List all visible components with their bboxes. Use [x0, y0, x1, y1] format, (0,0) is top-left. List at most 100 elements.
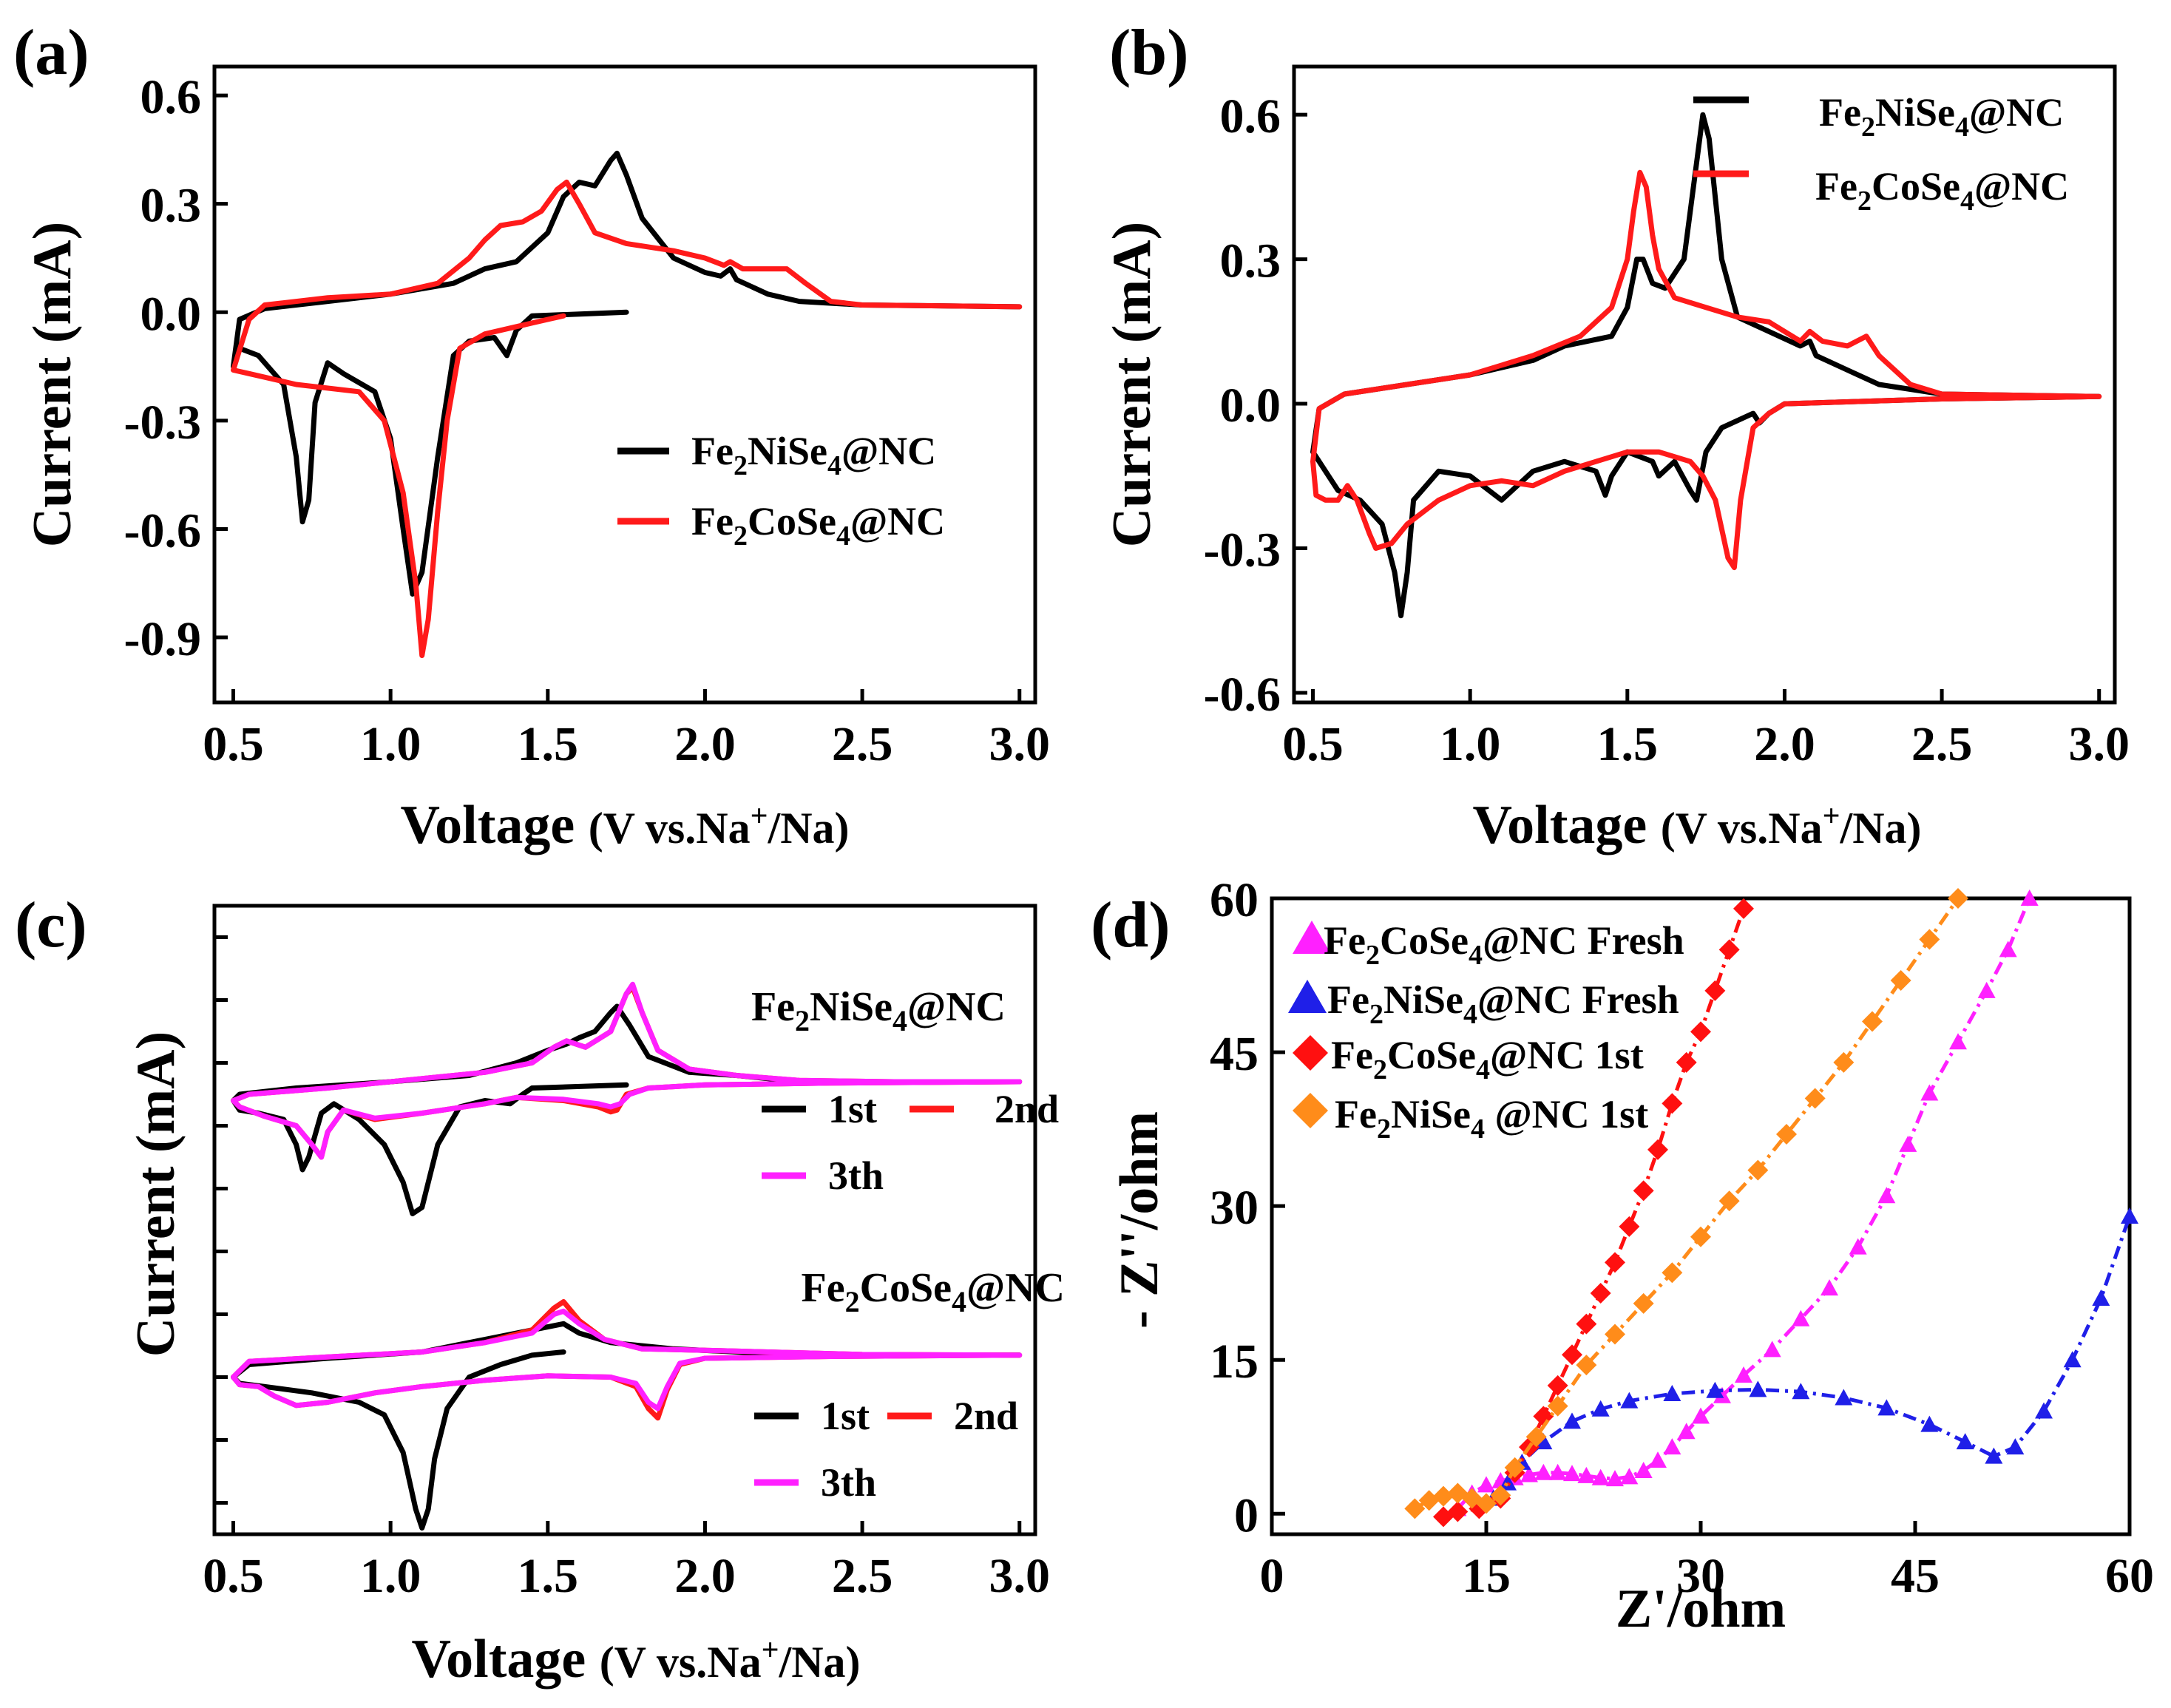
data-point — [2092, 1289, 2110, 1306]
data-point — [1735, 1366, 1752, 1383]
y-tick-label: 0.0 — [1220, 379, 1281, 433]
data-point — [1662, 1093, 1683, 1114]
y-tick-label: 60 — [1210, 873, 1259, 927]
legend-label-3: Fe2NiSe4 @NC 1st — [1335, 1092, 1648, 1145]
data-point — [1704, 980, 1726, 1001]
data-point — [1920, 1415, 1939, 1432]
data-point — [1605, 1324, 1625, 1345]
series-line-a-1 — [231, 179, 1023, 658]
y-tick-label: -0.3 — [124, 396, 201, 450]
data-point — [1633, 1292, 1654, 1314]
xlabel-end: /Na) — [1840, 804, 1922, 853]
data-point — [1634, 1462, 1653, 1478]
panel-a-legend: Fe2NiSe4@NC Fe2CoSe4@NC — [617, 429, 945, 552]
panel-a-xlabel: Voltage (V vs.Na+/Na) — [400, 795, 849, 855]
x-tick-label: 2.0 — [1754, 717, 1815, 771]
data-point — [1433, 1485, 1454, 1507]
panel-d-ylabel: - Z''/ohm — [1109, 1111, 1170, 1329]
x-tick-label: 2.0 — [674, 1549, 736, 1603]
panel-c-legend-top: 1st 2nd 3th — [762, 1087, 1059, 1198]
x-tick-label: 2.5 — [832, 1549, 893, 1603]
panel-c-label-top: Fe2NiSe4@NC — [751, 984, 1006, 1037]
x-tick-label: 15 — [1462, 1549, 1511, 1603]
x-tick-label: 1.0 — [360, 717, 421, 771]
x-tick-label: 30 — [1676, 1549, 1725, 1603]
data-point — [1948, 888, 1968, 909]
data-point — [1490, 1485, 1511, 1506]
series-line-a-0 — [231, 150, 1023, 597]
data-point — [1633, 1180, 1654, 1202]
data-point — [1662, 1262, 1683, 1284]
legend-label-1st: 1st — [828, 1087, 877, 1131]
xlabel-sup: + — [762, 1633, 779, 1667]
legend-label-0: Fe2CoSe4@NC Fresh — [1324, 918, 1684, 971]
data-point — [1999, 941, 2017, 958]
y-tick-label: -0.6 — [1204, 668, 1281, 722]
legend-label-2nd: 2nd — [995, 1087, 1059, 1131]
data-point — [1718, 1190, 1740, 1212]
xlabel-paren: (V vs.Na — [1661, 804, 1823, 853]
y-tick-label: -0.3 — [1204, 523, 1281, 577]
legend-label-0: Fe2NiSe4@NC — [691, 429, 936, 481]
x-tick-label: 1.0 — [1440, 717, 1501, 771]
legend-label-2: Fe2CoSe4@NC 1st — [1331, 1033, 1644, 1085]
x-tick-label: 1.5 — [1597, 717, 1659, 771]
data-point — [1718, 939, 1740, 960]
data-point — [1792, 1309, 1810, 1326]
data-point — [1899, 1135, 1917, 1152]
series-line-c-5 — [231, 1308, 1023, 1412]
y-tick-label: 0.0 — [140, 287, 202, 341]
legend-marker-0 — [1293, 921, 1331, 954]
xlabel-end: /Na) — [779, 1638, 861, 1687]
legend-label-2nd: 2nd — [954, 1394, 1018, 1438]
legend-label-1st: 1st — [821, 1394, 870, 1438]
data-point — [1849, 1238, 1867, 1255]
legend-label-1: Fe2CoSe4@NC — [1815, 164, 2069, 217]
data-point — [1749, 1380, 1767, 1397]
data-point — [1949, 1033, 1967, 1050]
data-point — [1833, 1051, 1855, 1073]
panel-c-legend-bottom: 1st 2nd 3th — [754, 1394, 1018, 1505]
data-point — [1620, 1468, 1639, 1485]
x-tick-label: 3.0 — [2068, 717, 2130, 771]
data-point — [1476, 1493, 1497, 1514]
data-point — [1563, 1465, 1581, 1482]
xlabel-main: Voltage — [400, 795, 575, 855]
x-tick-label: 45 — [1891, 1549, 1940, 1603]
data-point — [1620, 1392, 1639, 1409]
data-point — [1534, 1463, 1553, 1480]
data-point — [1534, 1433, 1553, 1450]
series-line-c-2 — [231, 981, 1023, 1160]
data-point — [1835, 1389, 1853, 1406]
panel-c-label-bottom: Fe2CoSe4@NC — [802, 1265, 1066, 1318]
data-point — [1821, 1279, 1838, 1296]
data-point — [2063, 1351, 2082, 1368]
xlabel-paren: (V vs.Na — [600, 1638, 762, 1687]
data-point — [1985, 1447, 2003, 1464]
data-point — [1606, 1470, 1624, 1487]
data-point — [1877, 1187, 1896, 1204]
data-point — [1776, 1124, 1797, 1145]
panel-d-label: (d) — [1091, 889, 1171, 961]
y-tick-label: 0.6 — [1220, 89, 1281, 143]
legend-label-1: Fe2CoSe4@NC — [691, 499, 945, 552]
panel-b-label: (b) — [1109, 17, 1189, 89]
y-tick-label: 0.3 — [140, 179, 202, 233]
data-point — [2121, 1207, 2138, 1224]
data-point — [1862, 1011, 1883, 1032]
data-point — [1547, 1375, 1568, 1396]
y-tick-label: 0.6 — [140, 70, 202, 124]
panel-b-ylabel: Current (mA) — [1102, 222, 1162, 547]
y-tick-label: 0 — [1234, 1488, 1259, 1542]
panel-a-label: (a) — [13, 17, 89, 89]
data-point — [1792, 1383, 1810, 1400]
data-point — [1577, 1466, 1596, 1483]
panel-b-xlabel: Voltage (V vs.Na+/Na) — [1472, 795, 1921, 855]
y-tick-label: 45 — [1210, 1027, 1259, 1081]
panel-b-frame — [1292, 64, 2117, 705]
x-tick-label: 0.5 — [1282, 717, 1344, 771]
data-point — [1804, 1088, 1826, 1109]
series-line-b-1 — [1310, 169, 2102, 571]
